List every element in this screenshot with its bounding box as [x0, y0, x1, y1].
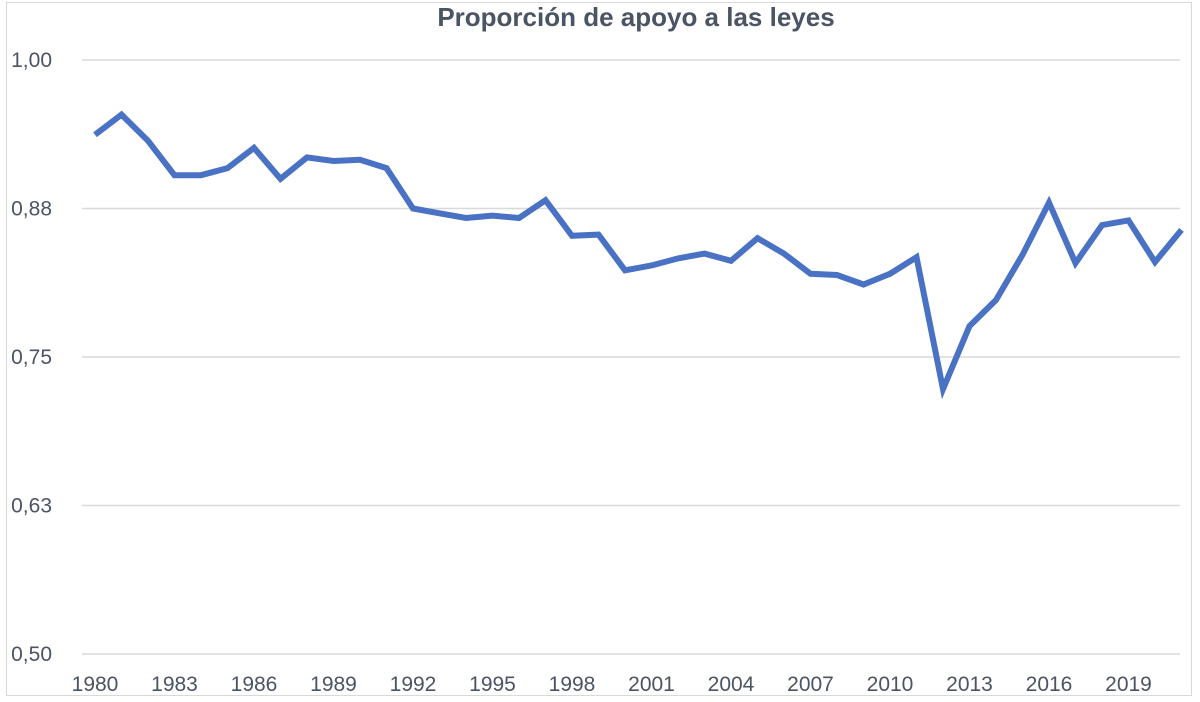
x-tick-label: 1989: [310, 673, 357, 696]
series-line: [93, 110, 1184, 400]
x-tick-label: 1998: [549, 673, 596, 696]
series-layer: [93, 110, 1184, 400]
x-tick-label: 2019: [1105, 673, 1152, 696]
x-tick-label: 1986: [231, 673, 278, 696]
chart-title: Proporción de apoyo a las leyes: [437, 2, 835, 32]
x-tick-label: 1992: [390, 673, 437, 696]
chart-frame: [6, 2, 1192, 696]
gridlines: [82, 59, 1180, 655]
y-tick-label: 1,00: [11, 49, 52, 72]
x-tick-label: 2004: [708, 673, 755, 696]
x-axis-ticks: 1980 1983 1986 1989 1992 1995 1998 2001 2004 2007…: [72, 673, 1152, 696]
y-tick-label: 0,75: [11, 346, 52, 369]
x-tick-label: 2013: [946, 673, 993, 696]
y-tick-label: 0,63: [11, 495, 52, 518]
x-tick-label: 2016: [1026, 673, 1073, 696]
x-tick-label: 1983: [151, 673, 198, 696]
x-tick-label: 2001: [628, 673, 675, 696]
y-axis-ticks: 0,50 0,63 0,75 0,88 1,00: [11, 49, 52, 666]
x-tick-label: 1980: [72, 673, 119, 696]
y-tick-label: 0,50: [11, 643, 52, 666]
x-tick-label: 1995: [469, 673, 516, 696]
x-tick-label: 2007: [787, 673, 834, 696]
x-tick-label: 2010: [867, 673, 914, 696]
y-tick-label: 0,88: [11, 198, 52, 221]
